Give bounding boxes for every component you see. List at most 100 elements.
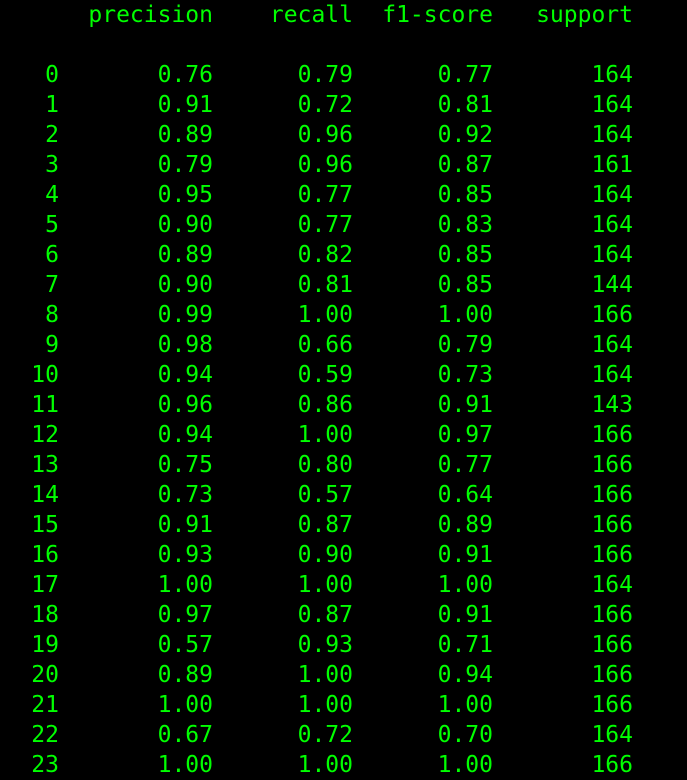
- row-f1-score: 0.71: [437, 632, 493, 658]
- row-f1-score: 0.91: [437, 542, 493, 568]
- row-support: 166: [591, 662, 633, 688]
- row-precision: 0.97: [157, 602, 213, 628]
- row-precision: 1.00: [157, 692, 213, 718]
- row-recall: 0.80: [297, 452, 353, 478]
- row-f1-score: 0.83: [437, 212, 493, 238]
- row-recall: 0.66: [297, 332, 353, 358]
- report-row: 1 0.91 0.72 0.81 164: [0, 90, 687, 120]
- row-label: 10: [31, 362, 59, 388]
- row-support: 166: [591, 752, 633, 778]
- row-f1-score: 1.00: [437, 572, 493, 598]
- row-f1-score: 0.85: [437, 272, 493, 298]
- row-precision: 1.00: [157, 752, 213, 778]
- row-support: 164: [591, 182, 633, 208]
- row-recall: 1.00: [297, 662, 353, 688]
- header-recall: recall: [269, 2, 353, 28]
- report-row: 4 0.95 0.77 0.85 164: [0, 180, 687, 210]
- row-support: 144: [591, 272, 633, 298]
- report-header-row: precision recall f1-score support: [0, 0, 687, 30]
- report-row: 22 0.67 0.72 0.70 164: [0, 720, 687, 750]
- row-recall: 1.00: [297, 302, 353, 328]
- report-row: 21 1.00 1.00 1.00 166: [0, 690, 687, 720]
- row-precision: 0.73: [157, 482, 213, 508]
- header-precision: precision: [88, 2, 213, 28]
- header-f1-score: f1-score: [382, 2, 493, 28]
- row-label: 11: [31, 392, 59, 418]
- row-f1-score: 0.85: [437, 182, 493, 208]
- report-row: 0 0.76 0.79 0.77 164: [0, 60, 687, 90]
- row-f1-score: 0.64: [437, 482, 493, 508]
- row-support: 166: [591, 482, 633, 508]
- row-support: 166: [591, 302, 633, 328]
- row-f1-score: 1.00: [437, 302, 493, 328]
- row-precision: 0.94: [157, 362, 213, 388]
- row-recall: 0.90: [297, 542, 353, 568]
- row-support: 164: [591, 122, 633, 148]
- row-recall: 0.59: [297, 362, 353, 388]
- row-f1-score: 1.00: [437, 752, 493, 778]
- row-precision: 0.57: [157, 632, 213, 658]
- row-label: 22: [31, 722, 59, 748]
- row-label: 20: [31, 662, 59, 688]
- row-recall: 0.77: [297, 182, 353, 208]
- row-precision: 0.89: [157, 122, 213, 148]
- row-recall: 0.57: [297, 482, 353, 508]
- row-support: 166: [591, 422, 633, 448]
- report-row: 15 0.91 0.87 0.89 166: [0, 510, 687, 540]
- row-recall: 0.77: [297, 212, 353, 238]
- row-precision: 0.79: [157, 152, 213, 178]
- row-f1-score: 0.73: [437, 362, 493, 388]
- row-precision: 0.94: [157, 422, 213, 448]
- row-label: 12: [31, 422, 59, 448]
- row-f1-score: 0.97: [437, 422, 493, 448]
- row-support: 166: [591, 602, 633, 628]
- row-support: 166: [591, 632, 633, 658]
- row-label: 19: [31, 632, 59, 658]
- row-support: 161: [591, 152, 633, 178]
- row-f1-score: 0.79: [437, 332, 493, 358]
- report-row: 13 0.75 0.80 0.77 166: [0, 450, 687, 480]
- row-label: 8: [45, 302, 59, 328]
- row-support: 164: [591, 242, 633, 268]
- report-row: 10 0.94 0.59 0.73 164: [0, 360, 687, 390]
- row-f1-score: 1.00: [437, 692, 493, 718]
- report-row: 18 0.97 0.87 0.91 166: [0, 600, 687, 630]
- row-label: 18: [31, 602, 59, 628]
- report-row: 8 0.99 1.00 1.00 166: [0, 300, 687, 330]
- row-recall: 0.81: [297, 272, 353, 298]
- row-label: 15: [31, 512, 59, 538]
- row-recall: 1.00: [297, 422, 353, 448]
- row-f1-score: 0.81: [437, 92, 493, 118]
- row-recall: 0.82: [297, 242, 353, 268]
- row-label: 21: [31, 692, 59, 718]
- row-label: 13: [31, 452, 59, 478]
- row-recall: 0.96: [297, 122, 353, 148]
- row-recall: 0.86: [297, 392, 353, 418]
- row-precision: 0.98: [157, 332, 213, 358]
- row-support: 166: [591, 692, 633, 718]
- row-label: 1: [45, 92, 59, 118]
- row-recall: 0.79: [297, 62, 353, 88]
- row-recall: 1.00: [297, 752, 353, 778]
- row-precision: 0.90: [157, 212, 213, 238]
- row-label: 7: [45, 272, 59, 298]
- row-support: 143: [591, 392, 633, 418]
- report-row: 12 0.94 1.00 0.97 166: [0, 420, 687, 450]
- row-f1-score: 0.92: [437, 122, 493, 148]
- report-row: 19 0.57 0.93 0.71 166: [0, 630, 687, 660]
- row-support: 164: [591, 92, 633, 118]
- row-label: 17: [31, 572, 59, 598]
- row-support: 164: [591, 332, 633, 358]
- row-recall: 1.00: [297, 572, 353, 598]
- row-label: 2: [45, 122, 59, 148]
- row-f1-score: 0.91: [437, 602, 493, 628]
- report-row: 6 0.89 0.82 0.85 164: [0, 240, 687, 270]
- row-recall: 0.72: [297, 722, 353, 748]
- row-support: 164: [591, 212, 633, 238]
- row-recall: 0.87: [297, 512, 353, 538]
- row-label: 0: [45, 62, 59, 88]
- row-f1-score: 0.91: [437, 392, 493, 418]
- row-f1-score: 0.85: [437, 242, 493, 268]
- row-f1-score: 0.70: [437, 722, 493, 748]
